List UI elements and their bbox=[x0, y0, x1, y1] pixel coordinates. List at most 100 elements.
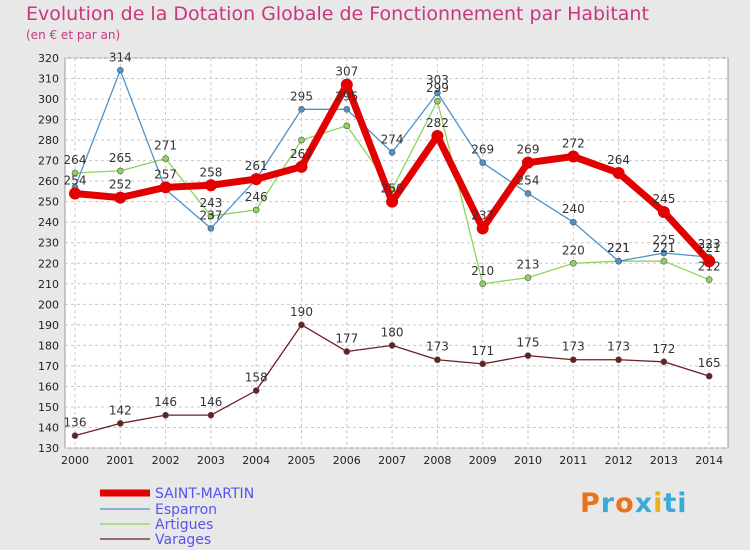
data-label-saint-martin: 269 bbox=[517, 143, 540, 157]
y-tick-label: 170 bbox=[38, 360, 59, 373]
data-point-varages bbox=[524, 352, 532, 359]
chart-subtitle: (en € et par an) bbox=[26, 28, 121, 42]
y-tick-label: 180 bbox=[38, 339, 59, 352]
data-label-esparron: 295 bbox=[290, 89, 313, 103]
data-label-artigues: 264 bbox=[64, 153, 87, 167]
data-label-artigues: 271 bbox=[154, 139, 177, 153]
y-tick-label: 160 bbox=[38, 380, 59, 393]
data-label-varages: 173 bbox=[607, 340, 630, 354]
data-point-artigues bbox=[705, 276, 713, 283]
data-point-artigues bbox=[479, 280, 487, 288]
data-label-varages: 158 bbox=[245, 371, 268, 385]
y-tick-label: 220 bbox=[38, 257, 59, 270]
y-tick-label: 260 bbox=[38, 175, 59, 188]
logo-letter: t bbox=[663, 488, 678, 519]
logo-letter: x bbox=[634, 488, 654, 519]
x-tick-label: 2002 bbox=[152, 454, 180, 467]
data-label-saint-martin: 282 bbox=[426, 116, 449, 130]
x-tick-label: 2008 bbox=[423, 454, 451, 467]
data-label-esparron: 221 bbox=[607, 241, 630, 255]
x-tick-label: 2006 bbox=[333, 454, 361, 467]
data-label-esparron: 223 bbox=[698, 237, 721, 251]
data-point-varages bbox=[479, 360, 487, 368]
data-label-esparron: 237 bbox=[199, 208, 222, 222]
data-point-saint-martin bbox=[612, 166, 625, 179]
data-label-varages: 180 bbox=[381, 325, 404, 339]
data-point-saint-martin bbox=[114, 191, 127, 204]
y-tick-label: 130 bbox=[38, 442, 59, 455]
data-point-varages bbox=[252, 387, 260, 394]
data-label-varages: 142 bbox=[109, 403, 132, 417]
data-label-varages: 171 bbox=[471, 344, 494, 358]
y-tick-label: 230 bbox=[38, 237, 59, 250]
data-point-esparron bbox=[615, 257, 622, 265]
data-point-artigues bbox=[524, 274, 532, 281]
data-label-artigues: 212 bbox=[698, 260, 721, 274]
logo-letter: i bbox=[677, 488, 688, 519]
data-point-artigues bbox=[434, 97, 441, 105]
x-tick-label: 2007 bbox=[378, 454, 406, 467]
data-point-esparron bbox=[434, 89, 441, 97]
data-label-artigues: 221 bbox=[607, 241, 630, 255]
data-point-saint-martin bbox=[522, 156, 534, 169]
data-point-saint-martin bbox=[159, 181, 172, 194]
data-label-esparron: 295 bbox=[335, 89, 358, 103]
data-label-esparron: 314 bbox=[109, 50, 132, 64]
data-label-saint-martin: 254 bbox=[64, 173, 87, 187]
data-point-esparron bbox=[479, 159, 487, 166]
data-label-varages: 173 bbox=[562, 340, 585, 354]
data-point-saint-martin bbox=[204, 179, 217, 192]
y-tick-label: 310 bbox=[38, 73, 59, 86]
data-label-saint-martin: 245 bbox=[652, 192, 675, 206]
data-label-esparron: 225 bbox=[652, 233, 675, 247]
data-point-saint-martin bbox=[340, 78, 353, 91]
data-point-saint-martin bbox=[295, 160, 308, 173]
data-point-artigues bbox=[71, 169, 79, 177]
data-point-varages bbox=[207, 411, 215, 419]
data-label-saint-martin: 237 bbox=[471, 208, 494, 222]
x-tick-label: 2013 bbox=[650, 454, 678, 467]
data-point-varages bbox=[569, 356, 577, 364]
chart-title: Evolution de la Dotation Globale de Fonc… bbox=[26, 3, 649, 25]
data-label-saint-martin: 258 bbox=[199, 165, 222, 179]
data-point-saint-martin bbox=[431, 130, 444, 142]
data-point-varages bbox=[117, 420, 124, 427]
data-label-varages: 165 bbox=[698, 356, 721, 370]
data-label-varages: 146 bbox=[199, 395, 222, 409]
x-tick-label: 2009 bbox=[469, 454, 497, 467]
data-label-artigues: 299 bbox=[426, 81, 449, 95]
data-point-saint-martin bbox=[250, 173, 263, 186]
y-tick-label: 140 bbox=[38, 421, 59, 434]
data-point-varages bbox=[343, 348, 351, 355]
data-label-saint-martin: 267 bbox=[290, 147, 313, 161]
data-point-saint-martin bbox=[567, 150, 580, 163]
data-label-saint-martin: 257 bbox=[154, 167, 177, 181]
data-point-esparron bbox=[298, 106, 305, 113]
data-point-varages bbox=[162, 411, 169, 419]
x-tick-label: 2000 bbox=[61, 454, 89, 467]
data-label-artigues: 246 bbox=[245, 190, 268, 204]
data-label-artigues: 213 bbox=[517, 258, 540, 272]
data-point-varages bbox=[705, 372, 713, 380]
data-point-varages bbox=[388, 342, 396, 349]
data-point-artigues bbox=[162, 155, 169, 162]
y-tick-label: 300 bbox=[38, 93, 59, 106]
plot-area bbox=[64, 57, 729, 449]
data-point-esparron bbox=[569, 218, 577, 226]
y-tick-label: 280 bbox=[38, 134, 59, 147]
data-label-saint-martin: 272 bbox=[562, 137, 585, 151]
data-point-artigues bbox=[252, 206, 260, 214]
y-tick-label: 250 bbox=[38, 196, 59, 209]
y-tick-label: 270 bbox=[38, 155, 59, 168]
data-label-varages: 190 bbox=[290, 305, 313, 319]
data-point-esparron bbox=[343, 106, 351, 113]
data-point-artigues bbox=[569, 259, 577, 267]
data-point-esparron bbox=[207, 225, 215, 232]
data-label-artigues: 243 bbox=[199, 196, 222, 210]
x-tick-label: 2011 bbox=[559, 454, 587, 467]
data-point-esparron bbox=[388, 149, 396, 156]
data-label-esparron: 303 bbox=[426, 73, 449, 87]
data-label-artigues: 265 bbox=[109, 151, 132, 165]
data-label-saint-martin: 256 bbox=[381, 182, 404, 196]
